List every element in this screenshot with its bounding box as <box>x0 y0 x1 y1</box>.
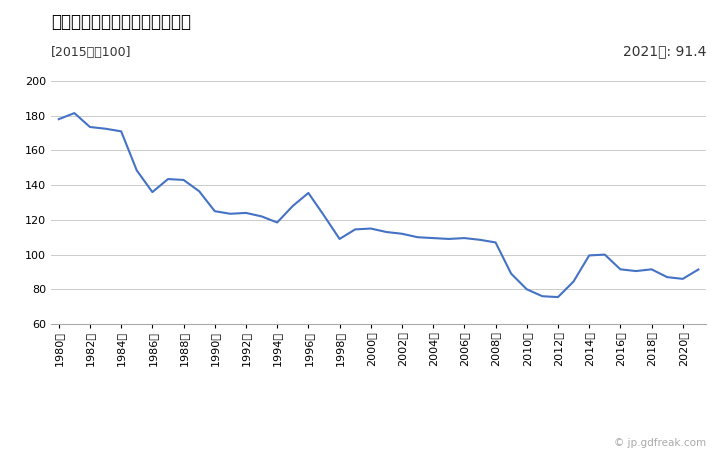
年次・需要段階別・用途別指数 <box>242 210 250 216</box>
年次・需要段階別・用途別指数 <box>86 124 95 130</box>
年次・需要段階別・用途別指数 <box>382 230 391 235</box>
年次・需要段階別・用途別指数 <box>257 214 266 219</box>
年次・需要段階別・用途別指数 <box>351 227 360 232</box>
年次・需要段階別・用途別指数 <box>678 276 687 282</box>
年次・需要段階別・用途別指数 <box>116 129 125 134</box>
年次・需要段階別・用途別指数 <box>132 168 141 173</box>
年次・需要段階別・用途別指数 <box>523 287 531 292</box>
年次・需要段階別・用途別指数 <box>397 231 406 236</box>
年次・需要段階別・用途別指数 <box>320 213 328 218</box>
年次・需要段階別・用途別指数 <box>335 236 344 242</box>
年次・需要段階別・用途別指数 <box>414 234 422 240</box>
年次・需要段階別・用途別指数 <box>616 266 625 272</box>
年次・需要段階別・用途別指数 <box>569 279 578 284</box>
年次・需要段階別・用途別指数 <box>101 126 110 131</box>
年次・需要段階別・用途別指数 <box>195 189 204 194</box>
年次・需要段階別・用途別指数 <box>444 236 453 242</box>
年次・需要段階別・用途別指数 <box>647 266 656 272</box>
年次・需要段階別・用途別指数 <box>148 189 157 195</box>
Text: [2015年＝100]: [2015年＝100] <box>51 45 132 58</box>
Text: 2021年: 91.4: 2021年: 91.4 <box>622 45 706 58</box>
年次・需要段階別・用途別指数 <box>475 237 484 243</box>
年次・需要段階別・用途別指数 <box>491 240 500 245</box>
年次・需要段階別・用途別指数 <box>226 211 234 216</box>
年次・需要段階別・用途別指数 <box>210 208 219 214</box>
年次・需要段階別・用途別指数 <box>179 177 188 183</box>
年次・需要段階別・用途別指数 <box>694 267 703 272</box>
年次・需要段階別・用途別指数 <box>366 226 375 231</box>
年次・需要段階別・用途別指数 <box>429 235 438 241</box>
年次・需要段階別・用途別指数 <box>662 274 671 280</box>
年次・需要段階別・用途別指数 <box>538 293 547 299</box>
年次・需要段階別・用途別指数 <box>304 190 313 196</box>
年次・需要段階別・用途別指数 <box>585 253 593 258</box>
年次・需要段階別・用途別指数 <box>553 294 562 300</box>
年次・需要段階別・用途別指数 <box>70 110 79 116</box>
Text: © jp.gdfreak.com: © jp.gdfreak.com <box>614 438 706 448</box>
年次・需要段階別・用途別指数 <box>55 117 63 122</box>
年次・需要段階別・用途別指数 <box>507 271 515 276</box>
年次・需要段階別・用途別指数 <box>273 220 282 225</box>
年次・需要段階別・用途別指数 <box>601 252 609 257</box>
Text: 年次・需要段階別・用途別指数: 年次・需要段階別・用途別指数 <box>51 14 191 32</box>
Line: 年次・需要段階別・用途別指数: 年次・需要段階別・用途別指数 <box>59 113 698 297</box>
年次・需要段階別・用途別指数 <box>288 203 297 209</box>
年次・需要段階別・用途別指数 <box>164 176 173 182</box>
年次・需要段階別・用途別指数 <box>460 235 469 241</box>
年次・需要段階別・用途別指数 <box>632 268 641 274</box>
